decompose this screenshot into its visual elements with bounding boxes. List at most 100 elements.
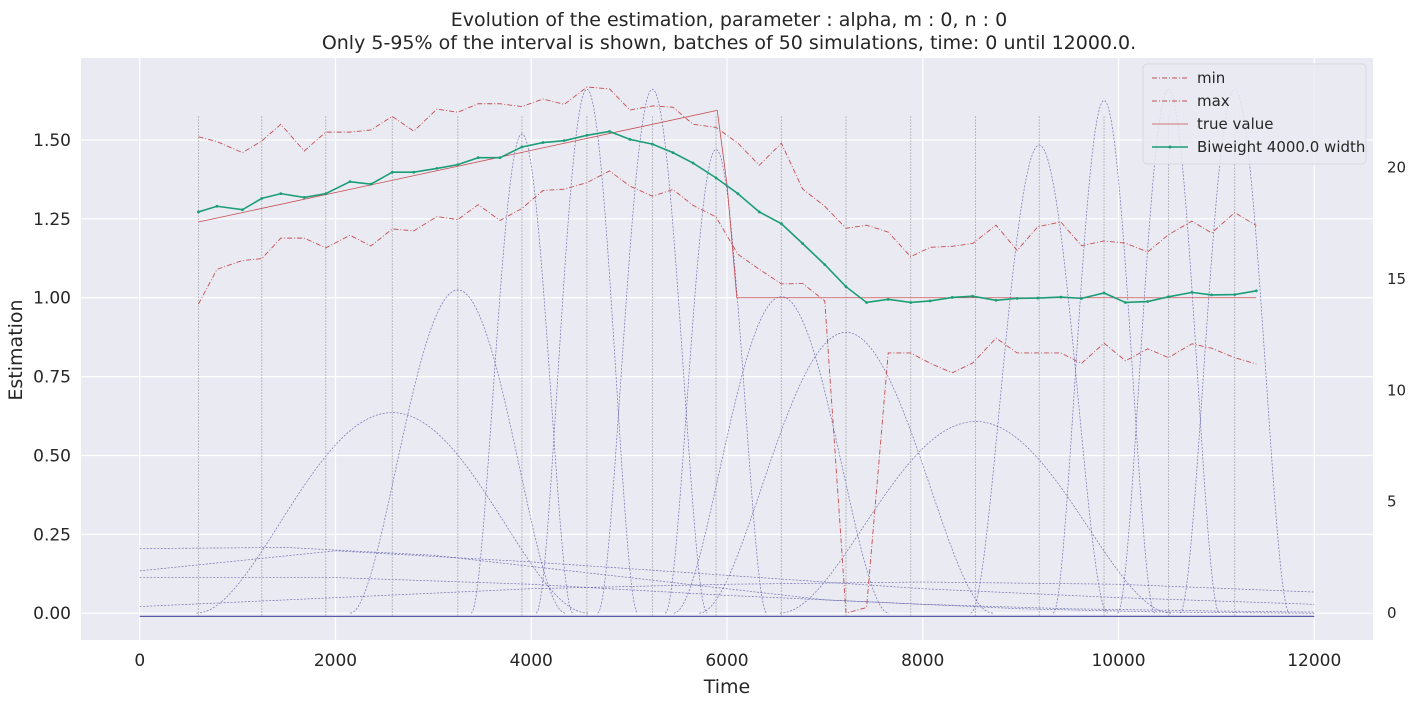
biweight-point [1015,296,1019,300]
biweight-point [823,263,827,267]
y2-tick-labels: 0 5 10 15 20 [1387,158,1406,622]
y-tick-label: 1.50 [33,131,71,151]
biweight-point [844,285,848,289]
biweight-point [435,167,439,170]
x-tick-label: 8000 [901,651,944,671]
legend-label-max: max [1197,92,1230,110]
biweight-point [498,156,502,160]
biweight-point [302,196,306,199]
chart-subtitle: Only 5-95% of the interval is shown, bat… [322,32,1136,54]
series-lines [197,86,1258,614]
biweight-point [886,297,890,301]
legend-box [1142,63,1367,165]
x-tick-label: 10000 [1091,651,1145,671]
legend-label-min: min [1197,69,1225,87]
biweight-point [651,142,654,146]
y-axis-label: Estimation [5,299,27,400]
biweight-point [197,210,200,214]
legend-label-true-value: true value [1197,115,1274,133]
series-biweight-4000-0-width [198,130,1257,304]
biweight-point [671,151,675,155]
x-tick-label: 6000 [705,651,748,671]
y-tick-label: 1.25 [33,210,71,230]
kernel-curve [535,88,639,614]
grid-lines [81,58,1373,640]
kernel-curve [470,133,574,614]
kernel-curve [1117,88,1220,614]
biweight-point [412,170,416,174]
kernel-curve [664,149,768,614]
y-tick-label: 0.75 [33,368,71,388]
biweight-point [1210,293,1213,297]
y-tick-label: 1.00 [33,289,71,309]
biweight-point [324,192,328,196]
legend-swatch-biweight-marker [1168,145,1172,149]
kernel-curve [350,289,566,614]
biweight-point [928,299,932,303]
biweight-point [390,170,394,174]
biweight-point [608,130,611,133]
biweight-point [909,301,913,304]
biweight-point [628,137,632,141]
legend-label-biweight: Biweight 4000.0 width [1197,138,1365,156]
biweight-point [1102,291,1106,295]
biweight-point [1036,296,1040,300]
biweight-point [757,210,761,214]
biweight-point [714,176,718,180]
legend: min max true value Biweight 4000.0 width [1142,63,1367,165]
kernel-curve [139,550,1315,605]
x-tick-label: 2000 [314,651,357,671]
biweight-point [950,296,954,299]
biweight-point [585,133,589,137]
x-tick-label: 0 [134,651,145,671]
biweight-point [736,192,740,196]
biweight-point [994,298,998,302]
biweight-point [1124,301,1127,304]
x-tick-label: 12000 [1287,651,1341,671]
biweight-point [691,161,695,165]
y-tick-labels: 0.00 0.25 0.50 0.75 1.00 1.25 1.50 [33,131,71,624]
biweight-point [1059,295,1063,299]
biweight-point [1254,289,1258,293]
biweight-point [971,294,975,298]
y2-tick-label: 5 [1387,493,1397,511]
kernel-curve [139,547,1315,614]
batch-vertical-lines [198,116,1236,617]
biweight-point [865,301,868,304]
y2-tick-label: 0 [1387,604,1397,622]
kernel-curve [196,412,589,614]
biweight-point [520,145,524,149]
biweight-point [1167,295,1170,299]
x-axis-label: Time [703,676,751,698]
y-tick-label: 0.00 [33,604,71,624]
biweight-point [1080,296,1083,300]
biweight-point [779,222,783,226]
biweight-point [541,141,545,144]
biweight-point [241,208,244,212]
biweight-point [369,182,373,186]
biweight-point [260,196,264,200]
biweight-point [562,139,566,143]
kernel-curve [139,577,1315,613]
y2-tick-label: 10 [1387,381,1406,399]
x-tick-labels: 0 2000 4000 6000 8000 10000 12000 [134,651,1341,671]
kernel-curve [699,331,993,614]
biweight-point [476,156,480,160]
kernel-curve [970,144,1108,614]
x-tick-label: 4000 [510,651,553,671]
biweight-point [801,242,804,245]
kernel-curve [597,88,708,614]
biweight-point [215,204,219,208]
y2-tick-label: 20 [1387,158,1406,176]
biweight-point [456,163,460,167]
biweight-point [1190,290,1194,294]
biweight-point [1233,293,1237,296]
y-tick-label: 0.50 [33,446,71,466]
biweight-point [348,180,352,184]
biweight-point [1146,300,1150,303]
series-true-value [198,109,1257,299]
biweight-point [279,192,283,196]
y-tick-label: 0.25 [33,525,71,545]
chart-title: Evolution of the estimation, parameter :… [451,9,1007,31]
